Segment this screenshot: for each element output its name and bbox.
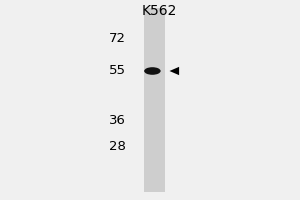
Text: 55: 55 (109, 64, 126, 77)
Polygon shape (169, 67, 179, 75)
Text: K562: K562 (141, 4, 177, 18)
Ellipse shape (144, 67, 161, 75)
Text: 72: 72 (109, 32, 126, 46)
Bar (144, 8, 165, 192)
Text: 28: 28 (109, 140, 126, 152)
Text: 36: 36 (109, 114, 126, 127)
